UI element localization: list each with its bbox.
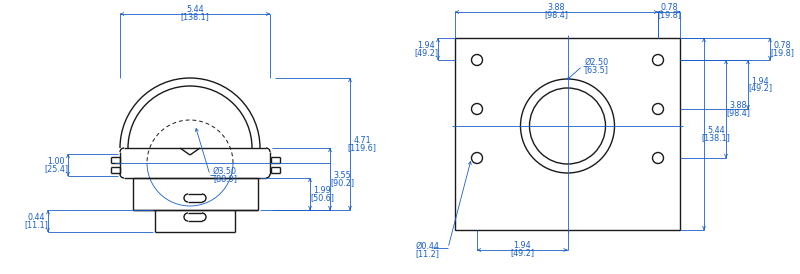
- Text: 0.78: 0.78: [773, 41, 791, 50]
- Text: [19.8]: [19.8]: [657, 10, 681, 19]
- Text: 3.88: 3.88: [548, 3, 566, 12]
- Text: [11.2]: [11.2]: [415, 250, 439, 258]
- Text: 3.55: 3.55: [333, 171, 351, 180]
- Text: [49.2]: [49.2]: [748, 84, 772, 93]
- Text: [138.1]: [138.1]: [181, 12, 210, 21]
- Text: 5.44: 5.44: [707, 126, 725, 135]
- Text: [90.2]: [90.2]: [330, 178, 354, 187]
- Text: [138.1]: [138.1]: [702, 133, 730, 142]
- Text: 4.71: 4.71: [353, 136, 371, 145]
- Text: 5.44: 5.44: [186, 5, 204, 14]
- Text: [50.6]: [50.6]: [310, 193, 334, 202]
- Text: Ø3.50: Ø3.50: [213, 167, 237, 176]
- Text: 0.44: 0.44: [27, 213, 45, 222]
- Text: [98.4]: [98.4]: [545, 10, 569, 19]
- Text: 1.94: 1.94: [751, 76, 769, 85]
- Text: Ø2.50: Ø2.50: [585, 58, 609, 67]
- Text: 1.94: 1.94: [417, 41, 435, 50]
- Text: 1.99: 1.99: [313, 186, 331, 195]
- Text: [63.5]: [63.5]: [585, 65, 609, 75]
- Text: 1.94: 1.94: [514, 241, 531, 250]
- Text: [88.9]: [88.9]: [213, 175, 237, 184]
- Text: [11.1]: [11.1]: [24, 220, 48, 229]
- Text: [119.6]: [119.6]: [347, 143, 377, 152]
- Text: 0.78: 0.78: [660, 3, 678, 12]
- Text: [49.2]: [49.2]: [414, 48, 438, 57]
- Text: Ø0.44: Ø0.44: [415, 241, 439, 250]
- Text: [19.8]: [19.8]: [770, 48, 794, 57]
- Text: 3.88: 3.88: [730, 101, 746, 110]
- Text: 1.00: 1.00: [47, 157, 65, 166]
- Text: [98.4]: [98.4]: [726, 108, 750, 117]
- Text: [25.4]: [25.4]: [44, 164, 68, 173]
- Text: [49.2]: [49.2]: [510, 248, 534, 257]
